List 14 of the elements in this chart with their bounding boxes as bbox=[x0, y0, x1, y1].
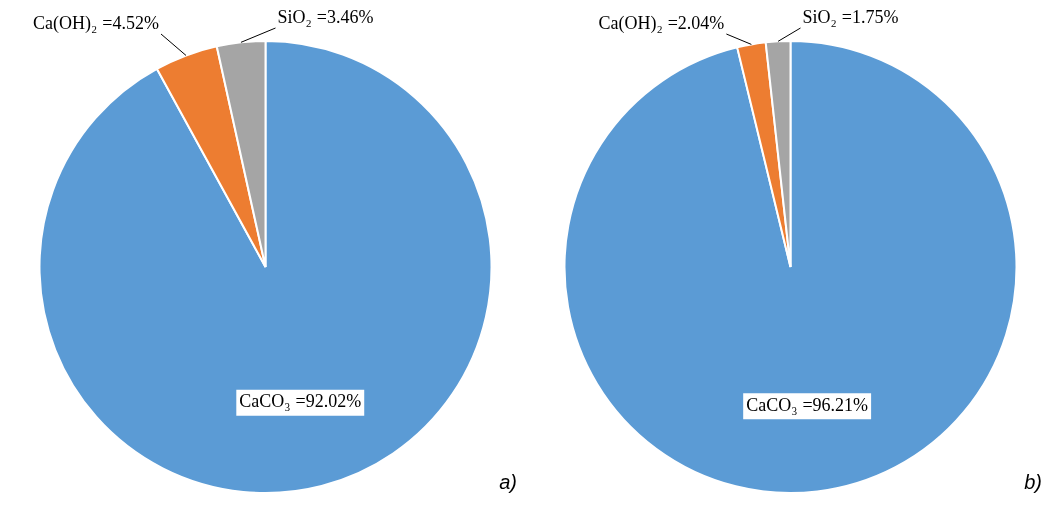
data-label: =2.04% bbox=[667, 12, 725, 33]
data-label: =96.21% bbox=[802, 394, 869, 415]
slice-label: CaCO₃ bbox=[746, 394, 798, 415]
data-label: =3.46% bbox=[316, 6, 374, 27]
slice-label: Ca(OH)₂ bbox=[33, 12, 98, 34]
slice-label: CaCO₃ bbox=[239, 391, 291, 412]
data-label: =1.75% bbox=[841, 6, 899, 27]
slice-label: Ca(OH)₂ bbox=[598, 12, 663, 34]
text: b) bbox=[1024, 471, 1042, 494]
text: a) bbox=[499, 471, 517, 494]
data-label: =4.52% bbox=[102, 12, 160, 33]
slice-label: SiO₂ bbox=[277, 6, 312, 27]
slice-label: SiO₂ bbox=[802, 6, 837, 27]
data-label: =92.02% bbox=[295, 391, 362, 412]
